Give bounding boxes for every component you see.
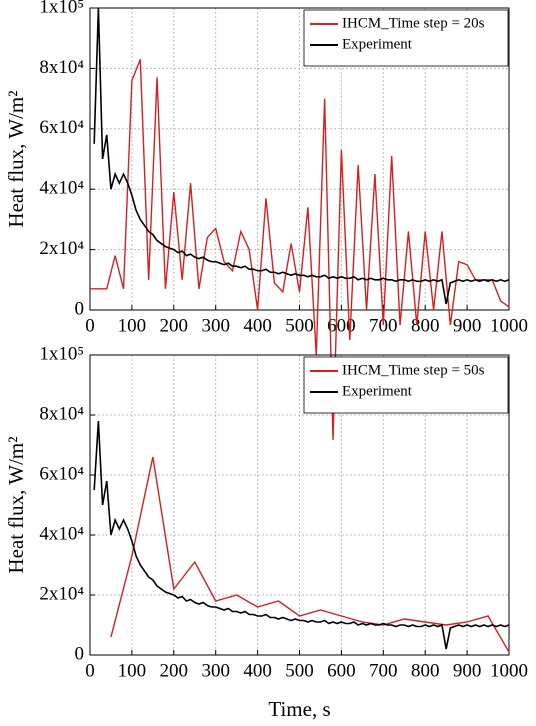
x-tick-label: 300	[201, 315, 230, 336]
legend-box	[303, 9, 509, 67]
x-tick-label: 1000	[490, 315, 528, 336]
x-tick-label: 100	[118, 315, 147, 336]
x-tick-label: 300	[201, 660, 230, 681]
y-tick-label: 2x10⁴	[39, 238, 84, 259]
y-tick-label: 4x10⁴	[39, 523, 84, 544]
x-tick-label: 500	[285, 660, 314, 681]
legend: IHCM_Time step = 20s Experiment	[303, 9, 509, 67]
data-line	[110, 456, 510, 653]
legend-label: Experiment	[342, 383, 413, 399]
x-tick-label: 100	[118, 660, 147, 681]
y-axis-label: Heat flux, W/m²	[4, 90, 28, 227]
legend-label: IHCM_Time step = 50s	[342, 362, 485, 378]
legend-label: IHCM_Time step = 20s	[342, 15, 485, 31]
x-tick-label: 200	[160, 315, 189, 336]
y-tick-label: 1x10⁵	[39, 343, 84, 364]
data-line	[90, 59, 510, 440]
data-line	[93, 7, 510, 305]
x-tick-label: 900	[453, 315, 482, 336]
x-tick-label: 800	[411, 660, 440, 681]
y-tick-label: 2x10⁴	[39, 583, 84, 604]
x-tick-label: 800	[411, 315, 440, 336]
x-tick-label: 400	[243, 315, 272, 336]
x-tick-label: 500	[285, 315, 314, 336]
y-tick-label: 1x10⁵	[39, 0, 84, 17]
x-tick-label: 0	[85, 660, 95, 681]
x-tick-label: 600	[327, 660, 356, 681]
y-axis-label: Heat flux, W/m²	[4, 436, 28, 573]
y-tick-label: 0	[75, 298, 85, 319]
x-tick-label: 700	[369, 315, 398, 336]
x-tick-label: 1000	[490, 660, 528, 681]
x-tick-label: 700	[369, 660, 398, 681]
y-tick-label: 6x10⁴	[39, 463, 84, 484]
y-tick-label: 4x10⁴	[39, 178, 84, 199]
y-tick-label: 8x10⁴	[39, 403, 84, 424]
x-axis-label: Time, s	[268, 697, 330, 721]
data-line	[93, 420, 510, 650]
x-tick-label: 200	[160, 660, 189, 681]
x-tick-label: 400	[243, 660, 272, 681]
legend-label: Experiment	[342, 36, 413, 52]
legend: IHCM_Time step = 50s Experiment	[303, 356, 509, 414]
y-tick-label: 6x10⁴	[39, 117, 84, 138]
y-tick-label: 0	[75, 643, 85, 664]
legend-box	[303, 356, 509, 414]
x-tick-label: 0	[85, 315, 95, 336]
x-tick-label: 900	[453, 660, 482, 681]
y-tick-label: 8x10⁴	[39, 57, 84, 78]
